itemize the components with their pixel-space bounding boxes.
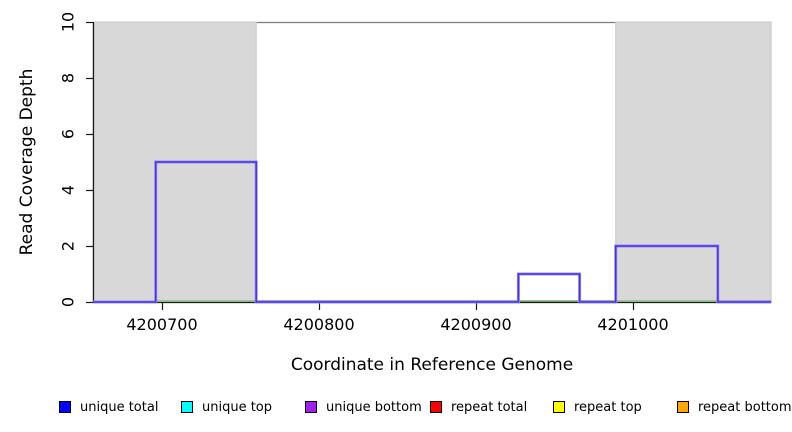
- x-tick-label: 4200800: [283, 315, 355, 334]
- repeat-bottom-swatch-icon: [677, 401, 689, 413]
- legend-label: repeat bottom: [698, 399, 792, 415]
- unique-bottom-swatch-icon: [305, 401, 317, 413]
- legend-label: unique top: [202, 399, 273, 415]
- legend-entry-unique-bottom: unique bottom: [305, 399, 422, 415]
- legend-entry-repeat-top: repeat top: [553, 399, 642, 415]
- legend-entry-unique-top: unique top: [181, 399, 272, 415]
- y-tick-label: 8: [58, 72, 78, 84]
- y-tick-label: 10: [58, 11, 78, 33]
- repeat-top-swatch-icon: [553, 401, 565, 413]
- legend-label: unique bottom: [326, 399, 422, 415]
- repeat-region-rect: [615, 21, 772, 303]
- unique-total-swatch-icon: [59, 401, 71, 413]
- y-tick-label: 2: [58, 240, 78, 252]
- y-tick-label: 6: [58, 128, 78, 140]
- legend-label: repeat total: [451, 399, 528, 415]
- legend-entry-repeat-total: repeat total: [430, 399, 527, 415]
- legend-label: repeat top: [574, 399, 642, 415]
- legend-label: unique total: [80, 399, 159, 415]
- repeat-total-swatch-icon: [430, 401, 442, 413]
- legend-entry-repeat-bottom: repeat bottom: [677, 399, 792, 415]
- unique-top-swatch-icon: [181, 401, 193, 413]
- y-axis-title: Read Coverage Depth: [17, 68, 37, 256]
- coverage-step-line: [92, 161, 772, 303]
- x-tick-label: 4200900: [440, 315, 512, 334]
- y-tick-label: 4: [58, 184, 78, 196]
- x-tick-label: 4200700: [126, 315, 198, 334]
- x-axis-title: Coordinate in Reference Genome: [290, 355, 574, 375]
- legend-entry-unique-total: unique total: [59, 399, 158, 415]
- x-tick-label: 4201000: [597, 315, 669, 334]
- y-tick-label: 0: [58, 296, 78, 308]
